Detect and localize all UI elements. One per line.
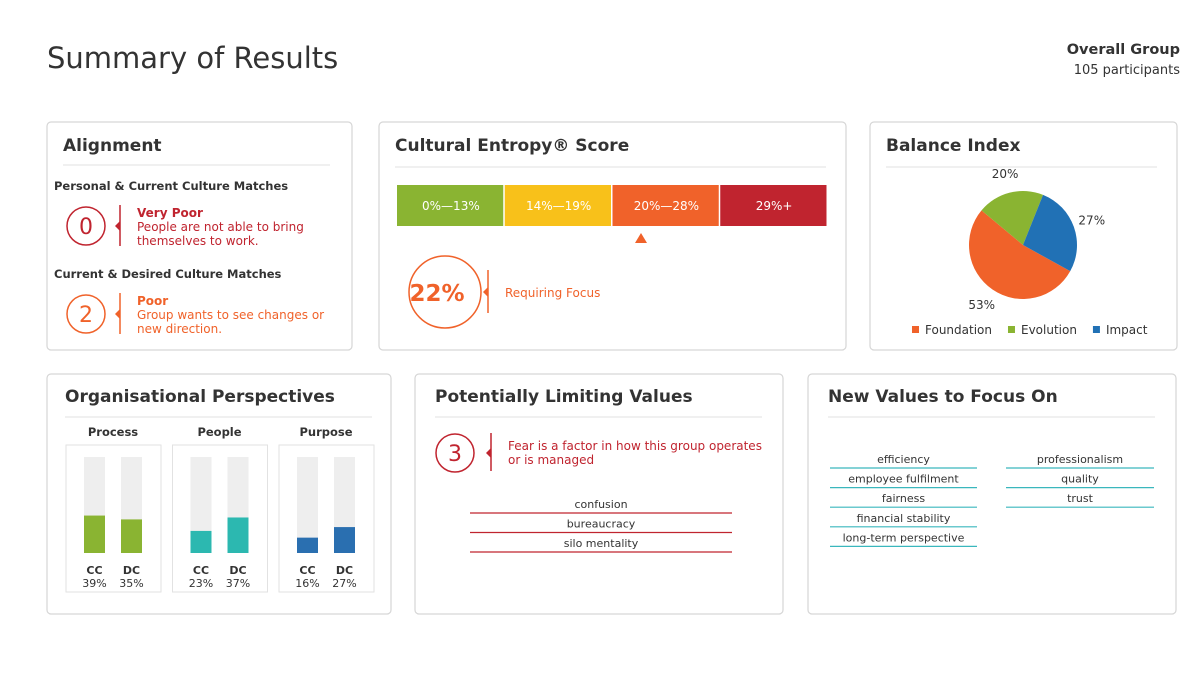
page-title: Summary of Results [47,41,338,75]
card-title: Alignment [63,136,162,156]
bar-category: CC [86,564,102,577]
limiting-value: silo mentality [564,537,639,550]
alignment-level: Poor [137,294,168,308]
slice-label: 20% [992,167,1019,181]
alignment-description: People are not able to bring themselves … [137,220,304,248]
entropy-status: Requiring Focus [505,286,600,300]
card [414,373,784,615]
card-title: New Values to Focus On [828,387,1058,407]
alignment-score: 0 [79,215,93,240]
group-name: Purpose [299,425,352,439]
card-title: Balance Index [886,136,1020,156]
group-name: Process [88,425,138,439]
bar-value: 37% [226,577,250,590]
legend-label: Evolution [1021,323,1077,337]
bar-value: 23% [189,577,213,590]
slice-label: 53% [968,298,995,312]
score-circle [66,294,106,334]
pointer [483,287,488,297]
alignment-level: Very Poor [137,206,203,220]
bar [121,519,142,553]
band-label: 20%—28% [634,199,699,213]
pointer [115,221,120,231]
legend-swatch [912,326,919,333]
new-value: employee fulfilment [848,473,959,486]
limiting-value: confusion [574,498,627,511]
bar [334,527,355,553]
band-label: 29%+ [756,199,793,213]
bar-value: 27% [332,577,356,590]
bar-value: 35% [119,577,143,590]
bar-category: DC [336,564,353,577]
card [46,373,392,615]
entropy-band [504,185,611,226]
card [46,121,353,351]
pie-slice [1023,194,1077,272]
entropy-band [397,185,504,226]
group-box [65,444,162,593]
section-heading: Personal & Current Culture Matches [54,179,288,193]
card-title: Organisational Perspectives [65,387,335,407]
new-value: financial stability [857,512,951,525]
pointer [486,448,491,458]
band-label: 14%—19% [526,199,591,213]
bar [297,537,318,553]
section-heading: Current & Desired Culture Matches [54,267,282,281]
group-name: Overall Group [1067,42,1180,58]
card-title: Potentially Limiting Values [435,387,693,407]
group-box [278,444,375,593]
limiting-description: Fear is a factor in how this group opera… [508,439,762,467]
bar-category: CC [193,564,209,577]
limiting-value: bureaucracy [567,518,636,531]
new-value: efficiency [877,453,930,466]
participants: 105 participants [1074,63,1181,78]
bar-track [297,457,318,553]
legend-swatch [1092,326,1100,333]
new-value: fairness [882,492,925,505]
new-value: trust [1067,492,1094,505]
score-circle [66,206,106,246]
alignment-score: 2 [79,303,93,328]
legend-swatch [1007,326,1015,333]
group-box [172,444,268,593]
count-circle [435,433,475,473]
pointer [115,309,120,319]
entropy-band [612,185,719,226]
card [378,121,847,351]
new-value: long-term perspective [843,531,965,544]
bar [227,517,249,553]
bar-category: DC [123,564,140,577]
alignment-description: Group wants to see changes or new direct… [137,308,325,336]
bar-value: 39% [82,577,106,590]
group-name: People [197,425,241,439]
card [807,373,1177,615]
bar-category: CC [299,564,315,577]
score-circle [408,255,482,329]
band-marker [635,233,647,243]
band-label: 0%—13% [422,199,480,213]
new-value: professionalism [1037,453,1123,466]
pie-slice [969,210,1071,299]
bar-track [190,457,212,553]
legend-label: Foundation [925,323,992,337]
pie-slice [981,191,1044,245]
bar [190,530,212,553]
bar [84,515,105,553]
legend-label: Impact [1106,323,1148,337]
entropy-score: 22% [409,281,464,307]
entropy-band [720,185,827,226]
slice-label: 27% [1078,214,1105,228]
bar-category: DC [229,564,246,577]
card-title: Cultural Entropy® Score [395,136,629,156]
bar-value: 16% [295,577,319,590]
new-value: quality [1061,473,1099,486]
limiting-count: 3 [448,442,462,467]
